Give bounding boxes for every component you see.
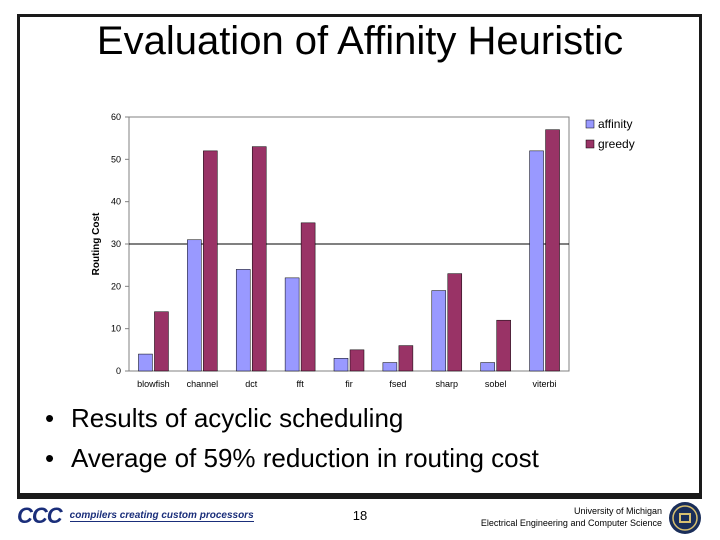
x-tick-label: sobel: [485, 379, 507, 389]
y-tick-label: 40: [111, 197, 121, 207]
ccc-logo-tagline: compilers creating custom processors: [69, 510, 254, 522]
bar-greedy: [154, 311, 169, 372]
x-tick-label: fir: [345, 379, 353, 389]
bullet-text: Average of 59% reduction in routing cost: [71, 443, 539, 473]
bar-greedy: [398, 345, 414, 372]
university-seal-icon: [669, 502, 701, 534]
bar-greedy: [251, 146, 267, 372]
legend-label: greedy: [598, 137, 635, 151]
bar-affinity: [235, 269, 251, 372]
y-tick-label: 20: [111, 281, 121, 291]
institution-line-1: University of Michigan: [573, 506, 662, 516]
y-axis-label: Routing Cost: [91, 212, 102, 275]
bar-affinity: [480, 362, 495, 372]
chart-svg: 0 10 20 30 40 50 60 Routing Cost blowfish channel…: [91, 112, 635, 389]
bullet-text: Results of acyclic scheduling: [71, 403, 404, 433]
bar-greedy: [300, 222, 316, 372]
bar-greedy: [545, 129, 560, 372]
bullet-item: • Average of 59% reduction in routing cos…: [45, 438, 539, 478]
x-tick-label: fsed: [389, 379, 406, 389]
y-tick-label: 50: [111, 154, 121, 164]
bar-greedy: [496, 319, 511, 372]
routing-cost-chart: 0 10 20 30 40 50 60 Routing Cost blowfish channel…: [75, 100, 650, 398]
bar-affinity: [529, 150, 544, 372]
legend-swatch: [585, 139, 595, 149]
ccc-logo: CCC compilers creating custom processors: [17, 503, 254, 529]
bullet-list: • Results of acyclic scheduling • Average …: [45, 398, 539, 478]
bar-affinity: [138, 353, 153, 372]
bar-affinity: [382, 362, 398, 372]
bar-greedy: [203, 150, 218, 372]
x-tick-label: blowfish: [137, 379, 170, 389]
bullet-marker: •: [45, 403, 55, 433]
legend-swatch: [585, 119, 595, 129]
ccc-logo-mark: CCC: [17, 503, 63, 528]
x-tick-label: dct: [245, 379, 258, 389]
x-tick-label: viterbi: [533, 379, 557, 389]
institution-label: University of Michigan Electrical Engine…: [481, 505, 662, 529]
bullet-item: • Results of acyclic scheduling: [45, 398, 539, 438]
footer-divider: [17, 496, 702, 499]
x-tick-label: sharp: [436, 379, 459, 389]
bar-affinity: [431, 290, 447, 372]
page-number: 18: [352, 508, 368, 523]
bar-affinity: [333, 358, 349, 372]
bar-greedy: [349, 349, 365, 372]
y-tick-label: 0: [116, 366, 121, 376]
bar-affinity: [284, 277, 300, 372]
x-tick-label: channel: [187, 379, 219, 389]
institution-line-2: Electrical Engineering and Computer Scie…: [480, 518, 662, 528]
y-tick-label: 60: [111, 112, 121, 122]
y-tick-label: 30: [111, 239, 121, 249]
y-tick-label: 10: [111, 324, 121, 334]
bar-affinity: [187, 239, 202, 372]
legend-label: affinity: [598, 117, 632, 131]
slide-title: Evaluation of Affinity Heuristic: [96, 19, 624, 63]
bar-greedy: [447, 273, 463, 372]
bullet-marker: •: [45, 443, 55, 473]
x-tick-label: fft: [296, 379, 304, 389]
